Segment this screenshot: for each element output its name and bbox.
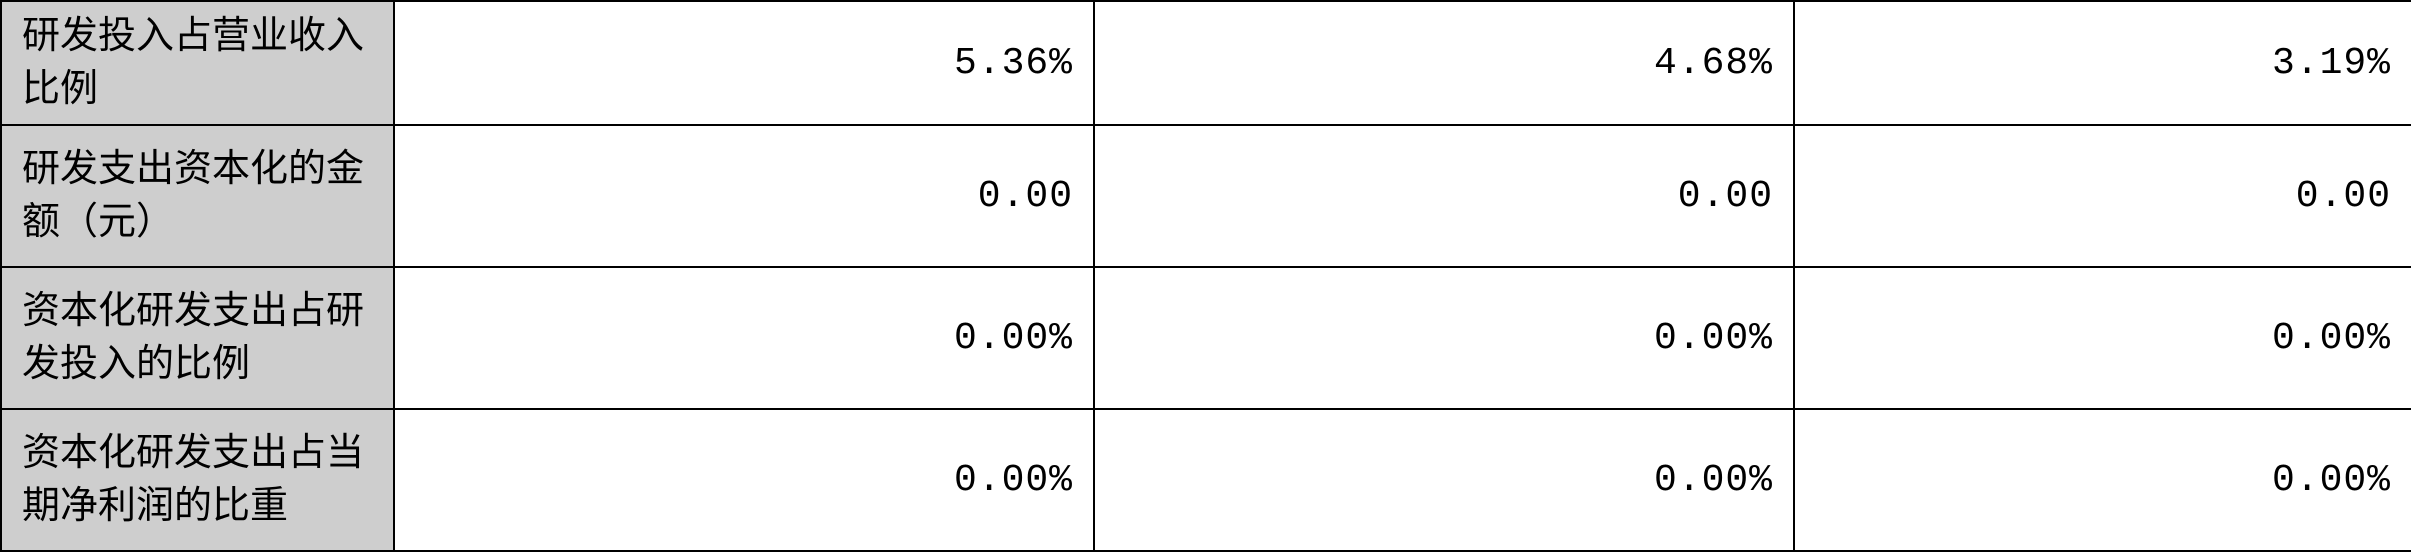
cell-value: 0.00 [1094, 125, 1794, 267]
cell-value: 0.00% [394, 267, 1094, 409]
row-label: 研发支出资本化的金额（元） [1, 125, 394, 267]
cell-value: 0.00% [1094, 267, 1794, 409]
cell-value: 4.68% [1094, 1, 1794, 125]
row-label: 资本化研发支出占当期净利润的比重 [1, 409, 394, 551]
financial-table-container: 研发投入占营业收入比例 5.36% 4.68% 3.19% 研发支出资本化的金额… [0, 0, 2411, 506]
table-row: 研发支出资本化的金额（元） 0.00 0.00 0.00 [1, 125, 2411, 267]
cell-value: 3.19% [1794, 1, 2411, 125]
cell-value: 0.00% [394, 409, 1094, 551]
cell-value: 5.36% [394, 1, 1094, 125]
row-label: 资本化研发支出占研发投入的比例 [1, 267, 394, 409]
cell-value: 0.00% [1794, 267, 2411, 409]
row-label: 研发投入占营业收入比例 [1, 1, 394, 125]
table-row: 资本化研发支出占当期净利润的比重 0.00% 0.00% 0.00% [1, 409, 2411, 551]
cell-value: 0.00% [1094, 409, 1794, 551]
cell-value: 0.00 [1794, 125, 2411, 267]
table-row: 研发投入占营业收入比例 5.36% 4.68% 3.19% [1, 1, 2411, 125]
financial-data-table: 研发投入占营业收入比例 5.36% 4.68% 3.19% 研发支出资本化的金额… [0, 0, 2411, 552]
table-row: 资本化研发支出占研发投入的比例 0.00% 0.00% 0.00% [1, 267, 2411, 409]
cell-value: 0.00 [394, 125, 1094, 267]
cell-value: 0.00% [1794, 409, 2411, 551]
